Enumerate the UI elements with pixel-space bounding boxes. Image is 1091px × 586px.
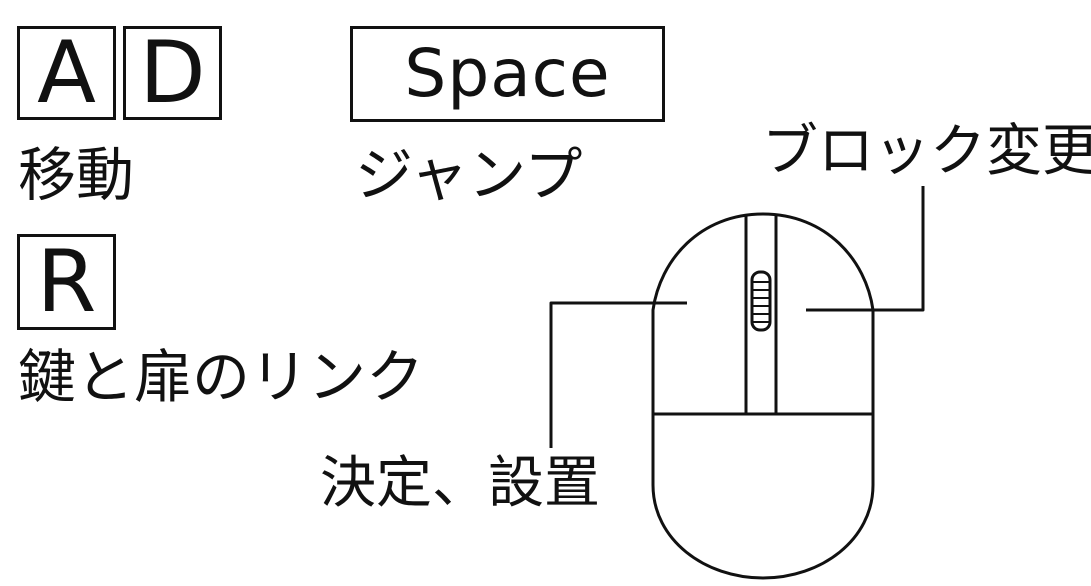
caption-key-door-link: 鍵と扉のリンク bbox=[18, 343, 425, 411]
key-space-label: Space bbox=[404, 35, 611, 112]
key-d: D bbox=[123, 26, 222, 120]
key-d-label: D bbox=[139, 23, 206, 123]
leader-left-click bbox=[549, 301, 687, 448]
caption-jump: ジャンプ bbox=[355, 141, 583, 209]
key-a-label: A bbox=[37, 23, 96, 123]
scroll-wheel bbox=[750, 270, 772, 332]
key-a: A bbox=[17, 26, 116, 120]
leader-right-click bbox=[806, 186, 925, 312]
mouse-body-outline bbox=[651, 212, 875, 580]
key-space: Space bbox=[350, 26, 665, 122]
caption-move: 移動 bbox=[18, 141, 135, 209]
caption-block-change: ブロック変更 bbox=[762, 119, 1091, 184]
key-r-label: R bbox=[36, 232, 97, 332]
key-r: R bbox=[17, 234, 116, 330]
caption-confirm-place: 決定、設置 bbox=[320, 451, 600, 516]
